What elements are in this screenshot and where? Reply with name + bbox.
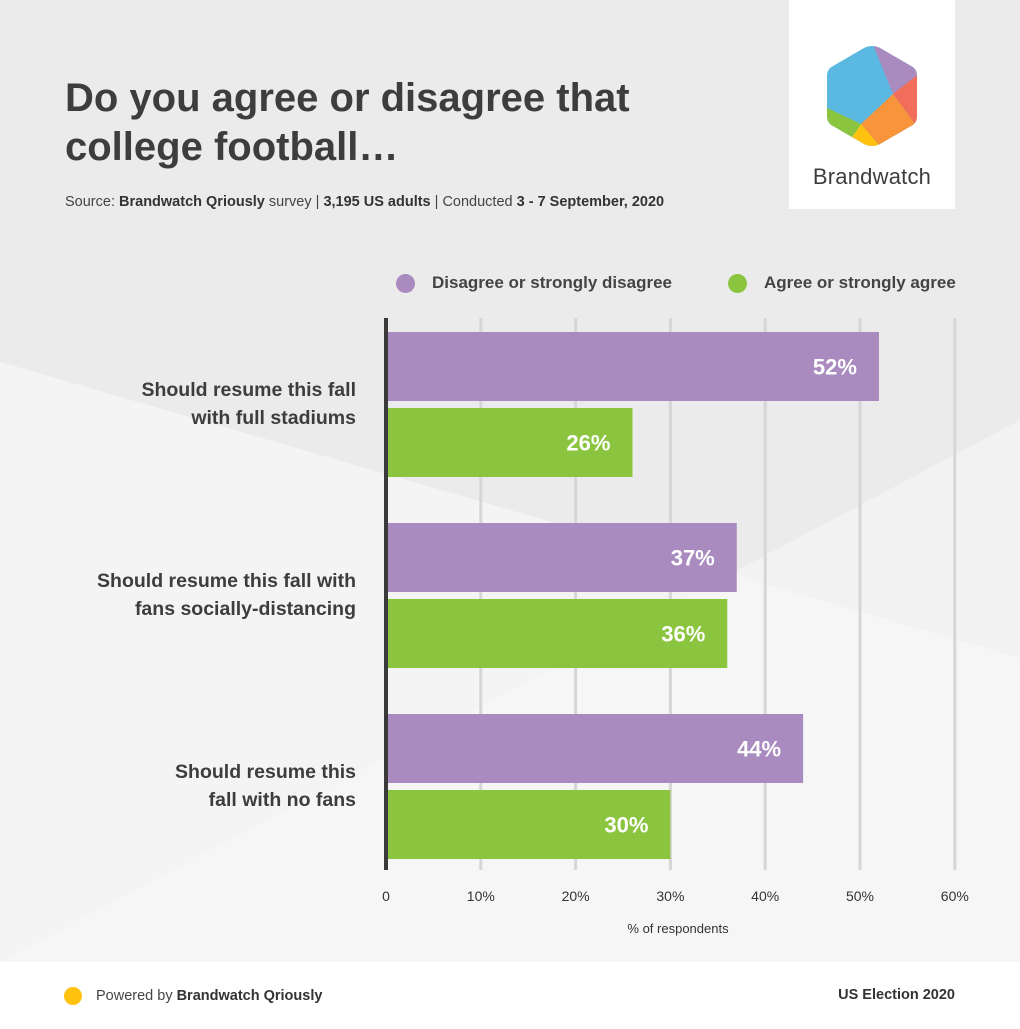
source-brand: Brandwatch Qriously [119,194,265,210]
footer-powered-brand: Brandwatch Qriously [176,988,323,1004]
source-conducted: | Conducted [434,194,513,210]
x-tick-label: 20% [562,888,590,904]
category-label-full-stadiums: Should resume this fall with full stadiu… [36,376,356,432]
bar-agree [386,599,728,668]
x-tick-label: 30% [656,888,684,904]
source-line: Source: Brandwatch Qriously survey | 3,1… [65,194,664,210]
bar-disagree [386,332,879,401]
legend-label-disagree: Disagree or strongly disagree [432,273,672,292]
category-label-line: Should resume this [175,761,356,783]
category-label-socially-distancing: Should resume this fall with fans social… [36,567,356,623]
bar-value-label: 36% [661,622,705,647]
bar-value-label: 26% [566,431,610,456]
footer: Powered by Brandwatch Qriously US Electi… [0,962,1020,1029]
source-survey: survey | [268,194,320,210]
bar-agree [386,408,633,477]
brand-logo-card: Brandwatch [789,0,955,209]
bar-value-label: 37% [671,546,715,571]
bar-value-label: 30% [604,813,648,838]
bar-disagree [386,523,737,592]
x-tick-label: 40% [751,888,779,904]
legend-dot-agree [728,273,747,293]
source-dates: 3 - 7 September, 2020 [516,194,665,210]
x-tick-label: 50% [846,888,874,904]
footer-powered-prefix: Powered by [96,988,173,1004]
category-label-line: with full stadiums [191,407,356,429]
bar-chart: 0 10% 20% 30% 40% 50% 60% 52% 26% 37% 36% 44% 30% [382,318,969,904]
source-prefix: Source: [65,194,115,210]
bar-value-label: 44% [737,737,781,762]
footer-election-label: US Election 2020 [838,987,955,1003]
x-tick-label: 10% [467,888,495,904]
category-label-line: Should resume this fall [141,379,356,401]
legend-item-agree: Agree or strongly agree [728,273,956,293]
category-label-line: fans socially-distancing [134,598,356,620]
page-title: Do you agree or disagree that college fo… [65,76,630,169]
bar-value-label: 52% [813,355,857,380]
x-axis-title: % of respondents [627,921,729,936]
x-tick-label: 60% [941,888,969,904]
category-label-no-fans: Should resume this fall with no fans [36,758,356,814]
footer-dot-icon [64,987,82,1005]
brandwatch-logo-icon [827,46,917,146]
footer-powered-by: Powered by Brandwatch Qriously [64,987,322,1005]
legend-item-disagree: Disagree or strongly disagree [396,273,672,293]
category-label-line: fall with no fans [208,789,356,811]
brand-logo-text: Brandwatch [812,164,932,189]
bar-agree [386,790,671,859]
category-label-line: Should resume this fall with [97,570,356,592]
legend-dot-disagree [396,273,415,293]
x-tick-label: 0 [382,888,390,904]
source-sample: 3,195 US adults [323,194,431,210]
legend-label-agree: Agree or strongly agree [764,273,956,292]
bar-disagree [386,714,804,783]
